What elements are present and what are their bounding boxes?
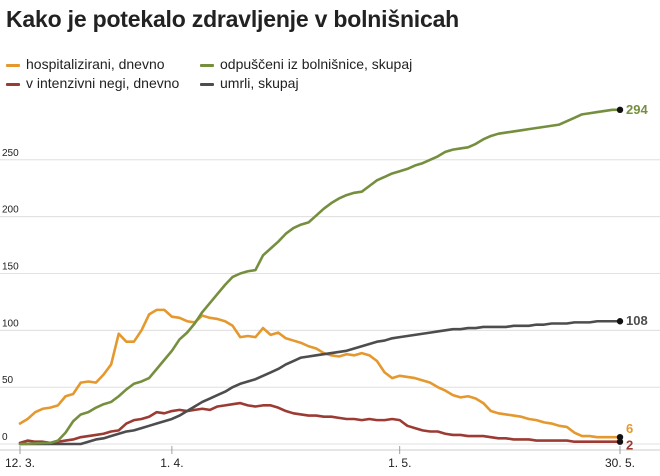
legend-item-intenzivna: v intenzivni negi, dnevno [6, 75, 179, 91]
legend-item-umrli: umrli, skupaj [200, 75, 299, 91]
y-tick-label-200: 200 [2, 205, 19, 216]
y-tick-label-150: 150 [2, 262, 19, 273]
x-tick-label-3: 30. 5. [605, 456, 635, 470]
x-tick-label-1: 1. 4. [160, 456, 183, 470]
legend-swatch-umrli [200, 82, 214, 86]
y-tick-label-100: 100 [2, 318, 19, 329]
series-line-0 [18, 308, 622, 439]
legend-label-umrli: umrli, skupaj [220, 75, 299, 91]
legend-swatch-odpusceni [200, 63, 214, 67]
legend-swatch-hospitalizirani [6, 63, 20, 67]
series-line-2 [18, 108, 622, 446]
y-tick-label-0: 0 [2, 432, 8, 443]
series-end-dot-1 [616, 438, 624, 445]
series-line-1 [18, 401, 622, 445]
series-end-dot-3 [616, 318, 624, 325]
y-tick-label-250: 250 [2, 148, 19, 159]
x-tick-label-0: 12. 3. [5, 456, 35, 470]
legend-item-odpusceni: odpuščeni iz bolnišnice, skupaj [200, 56, 412, 72]
x-tick-label-2: 1. 5. [388, 456, 411, 470]
series-end-dot-2 [616, 106, 624, 114]
series-line-3 [18, 319, 622, 446]
series-end-label-3: 108 [626, 313, 648, 328]
legend-item-hospitalizirani: hospitalizirani, dnevno [6, 56, 165, 72]
series-end-dot-0 [616, 433, 624, 441]
series-end-label-2: 294 [626, 102, 648, 117]
chart-title: Kako je potekalo zdravljenje v bolnišnic… [6, 6, 460, 32]
series-end-label-0: 6 [626, 421, 633, 436]
legend-label-odpusceni: odpuščeni iz bolnišnice, skupaj [220, 56, 413, 72]
series-end-label-1: 2 [626, 438, 633, 453]
legend-swatch-intenzivna [6, 82, 20, 86]
legend-label-hospitalizirani: hospitalizirani, dnevno [26, 56, 165, 72]
legend-label-intenzivna: v intenzivni negi, dnevno [26, 75, 180, 91]
y-tick-label-50: 50 [2, 375, 14, 386]
